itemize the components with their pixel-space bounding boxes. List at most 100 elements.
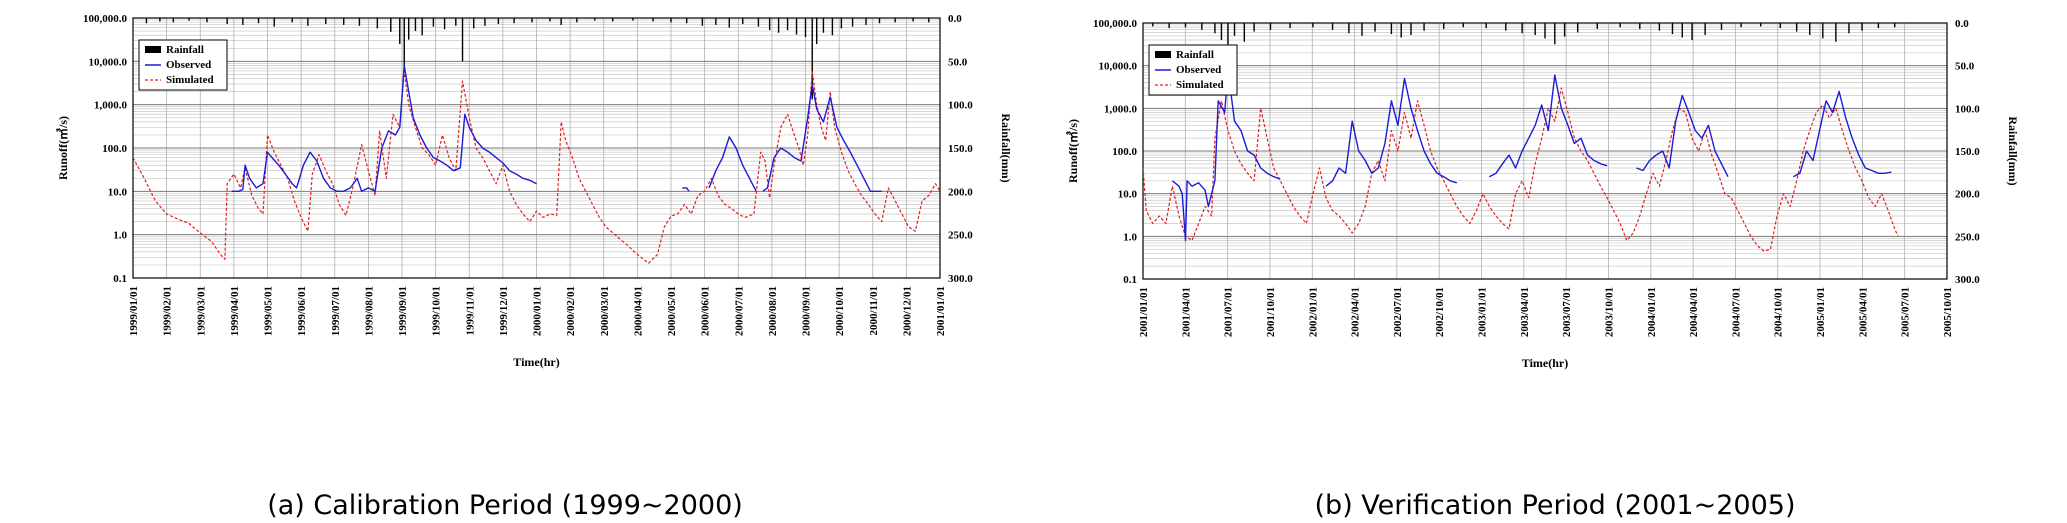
y-tick-label: 100.0 (102, 143, 127, 155)
y-tick-label: 100.0 (1112, 146, 1137, 158)
x-tick-label: 2000/02/01 (565, 286, 577, 336)
y2-tick-label: 150.0 (1955, 146, 1980, 158)
y-tick-label: 100,000.0 (83, 13, 128, 25)
legend-entry-simulated: Simulated (166, 74, 214, 86)
x-tick-label: 1999/05/01 (263, 286, 275, 336)
x-tick-label: 1999/04/01 (229, 286, 241, 336)
y2-axis-label: Rainfall(mm) (2006, 116, 2020, 185)
x-tick-label: 2001/10/01 (1265, 287, 1277, 337)
x-tick-label: 1999/07/01 (330, 286, 342, 336)
x-tick-label: 2005/10/01 (1942, 287, 1954, 337)
y-tick-label: 10,000.0 (1099, 61, 1138, 73)
y2-tick-label: 0.0 (1955, 18, 1969, 30)
x-axis-label: Time(hr) (513, 355, 559, 369)
x-tick-label: 2000/11/01 (868, 286, 880, 336)
x-tick-label: 2004/01/01 (1646, 287, 1658, 337)
x-tick-label: 2000/12/01 (901, 286, 913, 336)
y2-tick-label: 200.0 (1955, 189, 1980, 201)
y-tick-label: 10,000.0 (89, 56, 128, 68)
y-tick-label: 10.0 (108, 186, 128, 198)
x-tick-label: 2001/01/01 (1138, 287, 1150, 337)
legend: Rainfall Observed Simulated (138, 39, 228, 91)
legend-entry-simulated: Simulated (1176, 79, 1224, 91)
y2-axis-label: Rainfall(mm) (999, 113, 1013, 182)
caption-calibration: (a) Calibration Period (1999~2000) (267, 490, 743, 521)
y-tick-label: 1,000.0 (1104, 103, 1138, 115)
observed-line (1325, 77, 1458, 187)
y-tick-label: 1,000.0 (94, 100, 128, 112)
x-tick-label: 1999/06/01 (296, 286, 308, 336)
y2-tick-label: 50.0 (948, 56, 968, 68)
x-tick-label: 1999/08/01 (363, 286, 375, 336)
caption-verification: (b) Verification Period (2001~2005) (1315, 490, 1796, 521)
x-tick-label: 2002/04/01 (1350, 287, 1362, 337)
x-tick-label: 2002/10/01 (1434, 287, 1446, 337)
x-tick-label: 2002/07/01 (1392, 287, 1404, 337)
y2-tick-label: 300.0 (1955, 274, 1980, 286)
y-axis-label: Runoff(㎥/s) (55, 116, 70, 180)
observed-line (1171, 69, 1281, 242)
x-tick-label: 2000/01/01 (532, 286, 544, 336)
legend-swatch-rainfall (1155, 51, 1171, 58)
y2-tick-label: 250.0 (1955, 231, 1980, 243)
observed-line (1793, 90, 1892, 178)
chart-panel-verification: 100,000.0 10,000.0 1,000.0 100.0 10.0 1.0 0.1 0… (1065, 18, 2020, 370)
x-tick-label: 2005/07/01 (1900, 287, 1912, 337)
x-tick-label: 1999/10/01 (431, 286, 443, 336)
legend-entry-observed: Observed (1176, 64, 1221, 76)
observed-line (762, 83, 882, 192)
y-tick-label: 0.1 (1123, 274, 1137, 286)
observed-line (1489, 74, 1608, 178)
simulated-line (1143, 87, 1899, 252)
x-tick-label: 2004/10/01 (1773, 287, 1785, 337)
plot-area (133, 18, 940, 264)
x-tick-label: 2003/01/01 (1477, 287, 1489, 337)
x-tick-label: 2003/07/01 (1561, 287, 1573, 337)
x-tick-label: 2000/10/01 (834, 286, 846, 336)
y2-tick-label: 300.0 (948, 273, 973, 285)
x-tick-label: 2001/04/01 (1180, 287, 1192, 337)
x-tick-label: 2005/04/01 (1857, 287, 1869, 337)
x-tick-label: 2004/07/01 (1730, 287, 1742, 337)
x-tick-label: 2000/09/01 (801, 286, 813, 336)
y-axis-label: Runoff(㎥/s) (1065, 119, 1080, 183)
x-tick-label: 2000/04/01 (632, 286, 644, 336)
y2-tick-label: 100.0 (948, 100, 973, 112)
x-tick-label: 1999/11/01 (464, 286, 476, 336)
y-tick-label: 1.0 (1123, 231, 1137, 243)
observed-line (231, 64, 537, 192)
x-tick-label: 1999/02/01 (162, 286, 174, 336)
x-tick-label: 1999/12/01 (498, 286, 510, 336)
y2-tick-label: 250.0 (948, 230, 973, 242)
legend-entry-rainfall: Rainfall (166, 44, 204, 56)
plot-frame (132, 17, 941, 279)
y2-tick-label: 50.0 (1955, 61, 1975, 73)
y2-tick-label: 100.0 (1955, 103, 1980, 115)
x-tick-label: 2002/01/01 (1307, 287, 1319, 337)
x-tick-label: 2000/06/01 (700, 286, 712, 336)
y2-tick-label: 150.0 (948, 143, 973, 155)
y2-tick-label: 200.0 (948, 186, 973, 198)
x-tick-label: 1999/09/01 (397, 286, 409, 336)
x-tick-label: 2004/04/01 (1688, 287, 1700, 337)
x-tick-label: 2000/07/01 (733, 286, 745, 336)
legend-swatch-rainfall (145, 46, 161, 53)
observed-line (708, 136, 757, 192)
x-tick-label: 2001/07/01 (1223, 287, 1235, 337)
y-tick-label: 0.1 (113, 273, 127, 285)
x-tick-label: 2003/04/01 (1519, 287, 1531, 337)
y-tick-label: 1.0 (113, 230, 127, 242)
y-tick-label: 10.0 (1118, 189, 1138, 201)
x-tick-label: 2000/08/01 (767, 286, 779, 336)
plot-area (1143, 23, 1899, 252)
legend: Rainfall Observed Simulated (1148, 44, 1238, 96)
x-tick-label: 2001/01/01 (935, 286, 947, 336)
x-tick-label: 2005/01/01 (1815, 287, 1827, 337)
observed-line (1636, 94, 1729, 178)
x-axis-label: Time(hr) (1522, 356, 1568, 370)
y2-tick-label: 0.0 (948, 13, 962, 25)
x-tick-label: 1999/01/01 (128, 286, 140, 336)
observed-line (682, 187, 690, 192)
chart-panel-calibration: 100,000.0 10,000.0 1,000.0 100.0 10.0 1.0 0.1 0… (55, 13, 1013, 369)
